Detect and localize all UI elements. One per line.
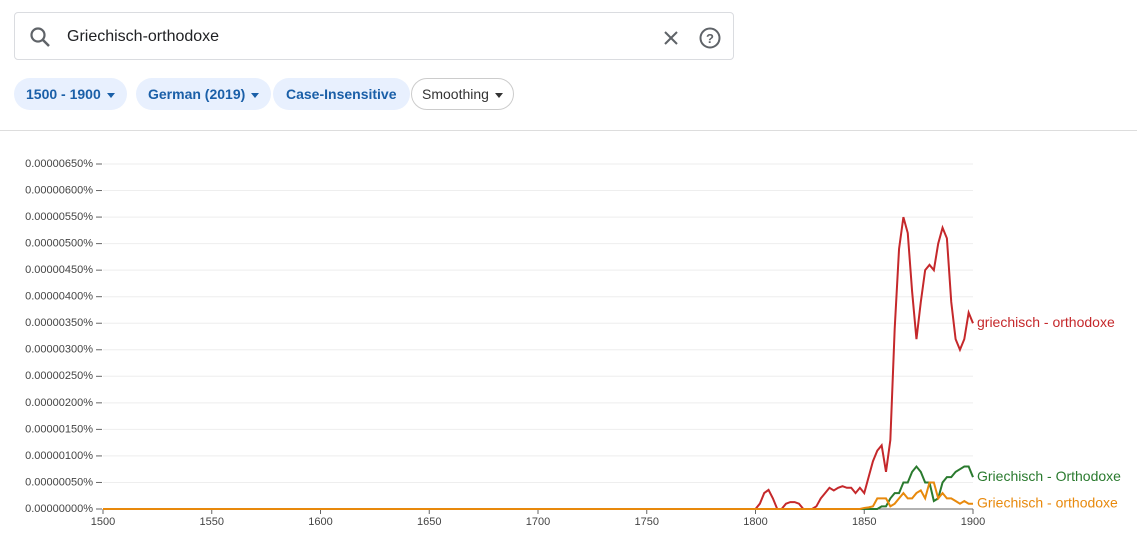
corpus-chip[interactable]: German (2019): [136, 78, 272, 110]
y-tick-label: 0.00000300%: [25, 344, 93, 356]
y-tick-label: 0.00000200%: [25, 397, 93, 409]
y-tick-label: 0.00000100%: [25, 450, 93, 462]
series-label: Griechisch - Orthodoxe: [977, 468, 1121, 484]
y-tick-label: 0.00000650%: [25, 158, 93, 170]
series-label: griechisch - orthodoxe: [977, 314, 1115, 330]
y-tick-label: 0.00000600%: [25, 184, 93, 196]
chip-label: 1500 - 1900: [26, 86, 101, 102]
search-box[interactable]: ? Griechisch-orthodoxe: [14, 12, 734, 60]
y-tick-label: 0.00000400%: [25, 291, 93, 303]
chart: 0.00000000% 0.00000050% 0.00000100% 0.00000…: [25, 158, 1121, 528]
search-query[interactable]: Griechisch-orthodoxe: [67, 28, 220, 45]
x-tick-label: 1550: [200, 516, 224, 528]
series-line: [103, 481, 973, 510]
x-tick-label: 1850: [852, 516, 876, 528]
y-tick-label: 0.00000050%: [25, 476, 93, 488]
y-tick-label: 0.00000550%: [25, 211, 93, 223]
x-tick-label: 1500: [91, 516, 115, 528]
series-line: [103, 464, 974, 510]
y-tick-label: 0.00000450%: [25, 264, 93, 276]
y-tick-label: 0.00000250%: [25, 370, 93, 382]
x-tick-label: 1700: [526, 516, 550, 528]
x-tick-label: 1800: [743, 516, 767, 528]
y-tick-label: 0.00000150%: [25, 423, 93, 435]
chip-label: German (2019): [148, 86, 246, 102]
y-tick-label: 0.00000500%: [25, 238, 93, 250]
separator: [0, 130, 1137, 131]
series-label: Griechisch - orthodoxe: [977, 494, 1118, 510]
case-chip[interactable]: Case-Insensitive: [273, 78, 410, 110]
x-tick-label: 1600: [308, 516, 332, 528]
x-tick-label: 1900: [961, 516, 985, 528]
x-tick-label: 1750: [635, 516, 659, 528]
date-chip[interactable]: 1500 - 1900: [14, 78, 127, 110]
chip-label: Smoothing: [422, 86, 489, 102]
x-tick-label: 1650: [417, 516, 441, 528]
y-tick-label: 0.00000000%: [25, 503, 93, 515]
smoothing-chip[interactable]: Smoothing: [411, 78, 514, 110]
y-tick-label: 0.00000350%: [25, 317, 93, 329]
series-line: [103, 216, 974, 510]
svg-text:?: ?: [706, 31, 714, 46]
chip-label: Case-Insensitive: [286, 86, 397, 102]
search-icons: ?: [30, 27, 721, 49]
